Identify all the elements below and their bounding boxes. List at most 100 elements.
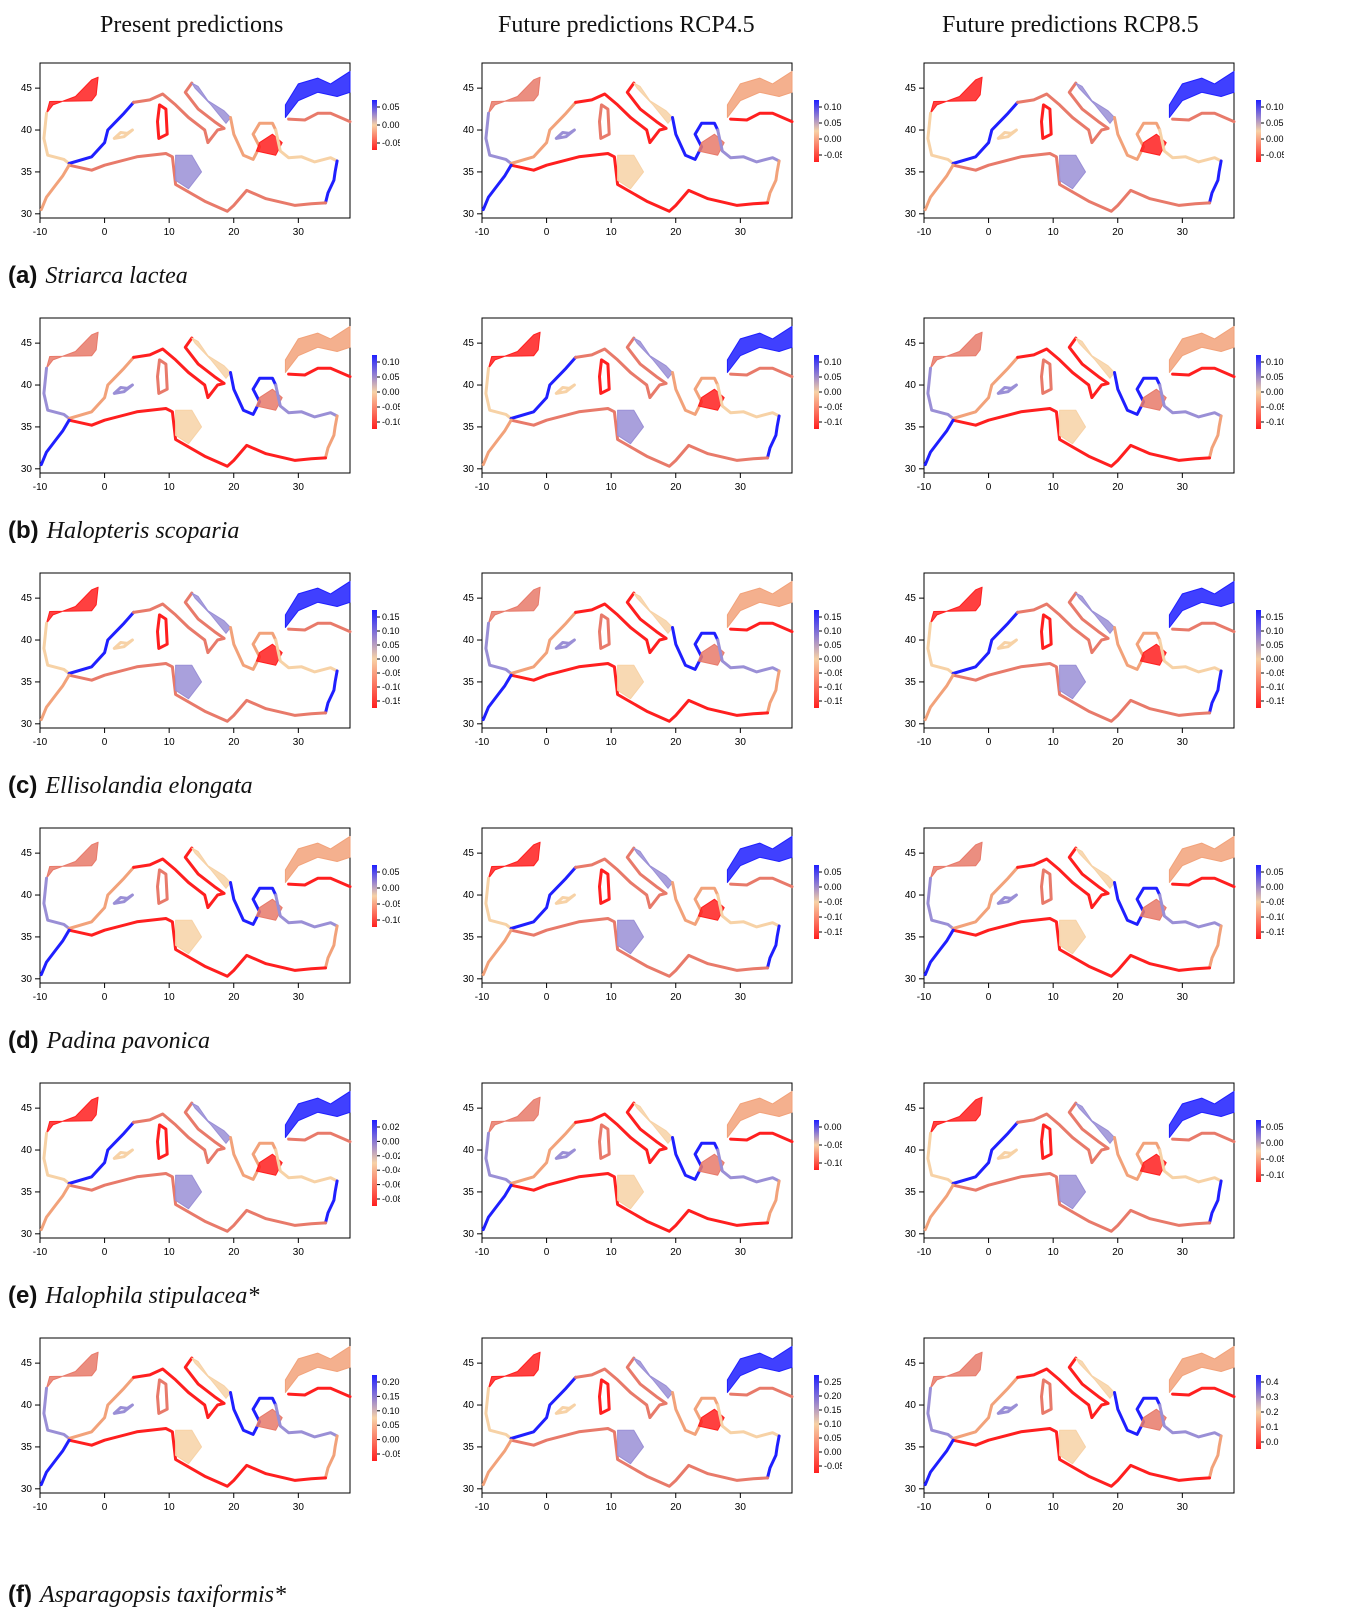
region-atlantic-morocco [39,163,71,212]
legend-colorbar [1256,100,1261,162]
x-tick-label: -10 [475,227,490,238]
x-tick-label: -10 [475,1247,490,1258]
map-panel: -10 0 10 20 30 30 35 40 45 0.10 0.05 0.00 -0.05 -0.10 [884,310,1284,510]
legend-label: 0.10 [824,357,842,367]
region-levant-coast [324,1434,339,1480]
map-panel: -10 0 10 20 30 30 35 40 45 0.00 -0.05 -0.10 [442,1075,842,1275]
y-tick-label: 40 [463,1145,475,1156]
region-black-sea-north [1168,325,1235,373]
legend-label: -0.10 [382,417,400,427]
region-corsica-sardinia [598,868,611,905]
legend-label: 0.00 [824,654,842,664]
row-letter: (d) [8,1027,39,1054]
region-atlantic-iberia [926,111,955,165]
region-corsica-sardinia [598,103,611,140]
region-african-coast [509,662,769,723]
region-levant-coast [324,414,339,460]
region-african-coast [67,1172,327,1233]
map-panel: -10 0 10 20 30 30 35 40 45 0.02 0.00 -0.02 -0.04 -0.0… [0,1075,400,1275]
y-tick-label: 40 [905,1145,917,1156]
legend-label: 0.05 [1266,1122,1284,1132]
region-atlantic-morocco [923,928,955,977]
region-levant-coast [766,1179,781,1225]
y-tick-label: 40 [21,380,33,391]
region-spanish-coast [509,355,578,420]
region-french-italian-coast [1016,591,1110,655]
region-black-sea-north [726,1345,793,1393]
region-atlantic-iberia [42,1131,71,1185]
region-turkey-coast [274,1403,339,1439]
map-svg: -10 0 10 20 30 30 35 40 45 0.02 0.00 -0.02 -0.04 -0.0… [21,1082,400,1258]
legend-label: 0.05 [382,102,400,112]
region-corsica-sardinia [1040,1123,1053,1160]
region-sicily-strait [1059,1429,1086,1465]
x-tick-label: 0 [544,1247,550,1258]
legend-label: -0.05 [824,402,842,412]
map-svg: -10 0 10 20 30 30 35 40 45 0.00 -0.05 -0.10 [463,1082,842,1258]
legend-label: 0.10 [824,626,842,636]
legend-colorbar [372,355,377,429]
legend-label: -0.10 [382,682,400,692]
map-panel: -10 0 10 20 30 30 35 40 45 0.10 0.05 0.00 -0.05 -0.10 [0,310,400,510]
x-tick-label: 30 [1177,1247,1189,1258]
y-tick-label: 30 [21,719,33,730]
legend-label: -0.05 [382,899,400,909]
map-panel: -10 0 10 20 30 30 35 40 45 0.15 0.10 0.05 0.00 -0.05 -… [884,565,1284,765]
region-black-sea-south [729,1131,794,1144]
x-tick-label: 0 [102,1247,108,1258]
y-tick-label: 45 [463,593,475,604]
legend-colorbar [1256,1120,1261,1182]
map-panel: -10 0 10 20 30 30 35 40 45 0.05 0.00 -0.05 -0.10 -0.1… [884,820,1284,1020]
y-tick-label: 45 [905,848,917,859]
y-tick-label: 35 [905,167,917,178]
x-tick-label: 0 [986,1247,992,1258]
region-turkey-coast [1158,1148,1223,1184]
region-spanish-coast [67,1375,136,1440]
legend-label: 0.10 [1266,626,1284,636]
region-balearic-islands [554,128,576,140]
map-panel: -10 0 10 20 30 30 35 40 45 0.15 0.10 0.05 0.00 -0.05 -… [442,565,842,765]
row-letter: (f) [8,1581,32,1608]
x-tick-label: 30 [293,227,305,238]
legend-label: 0.10 [382,1406,400,1416]
legend-colorbar [1256,865,1261,939]
x-tick-label: -10 [917,227,932,238]
map-svg: -10 0 10 20 30 30 35 40 45 0.10 0.05 0.00 -0.05 -0.10 [21,317,400,493]
legend-label: 0.0 [1266,1437,1279,1447]
legend-colorbar [372,610,377,708]
region-atlantic-morocco [481,673,513,722]
y-tick-label: 40 [21,890,33,901]
y-tick-label: 35 [463,422,475,433]
species-name: Padina pavonica [46,1028,210,1054]
y-tick-label: 30 [905,719,917,730]
region-sicily-strait [1059,409,1086,445]
region-sicily-strait [175,1429,202,1465]
legend-label: -0.05 [1266,150,1284,160]
region-atlantic-iberia [926,876,955,930]
region-black-sea-north [726,1090,793,1138]
legend-label: 0.15 [824,612,842,622]
map-panel: -10 0 10 20 30 30 35 40 45 0.05 0.00 -0.05 -0.10 [0,820,400,1020]
x-tick-label: 10 [1048,482,1060,493]
legend-label: 0.00 [1266,654,1284,664]
y-tick-label: 35 [21,1187,33,1198]
x-tick-label: 20 [228,737,240,748]
region-turkey-coast [274,638,339,674]
x-tick-label: 0 [544,482,550,493]
legend-label: -0.08 [382,1194,400,1204]
region-atlantic-iberia [42,111,71,165]
region-african-coast [67,917,327,978]
y-tick-label: 35 [905,932,917,943]
map-svg: -10 0 10 20 30 30 35 40 45 0.05 0.00 -0.05 -0.10 [905,1082,1284,1258]
region-french-italian-coast [132,1101,226,1165]
y-tick-label: 30 [21,464,33,475]
region-balearic-islands [554,1148,576,1160]
region-black-sea-south [729,876,794,889]
region-atlantic-morocco [923,418,955,467]
x-tick-label: 20 [228,1502,240,1513]
legend-label: 0.02 [382,1122,400,1132]
region-levant-coast [766,414,781,460]
y-tick-label: 30 [905,1484,917,1495]
region-spanish-coast [67,865,136,930]
y-tick-label: 35 [21,677,33,688]
